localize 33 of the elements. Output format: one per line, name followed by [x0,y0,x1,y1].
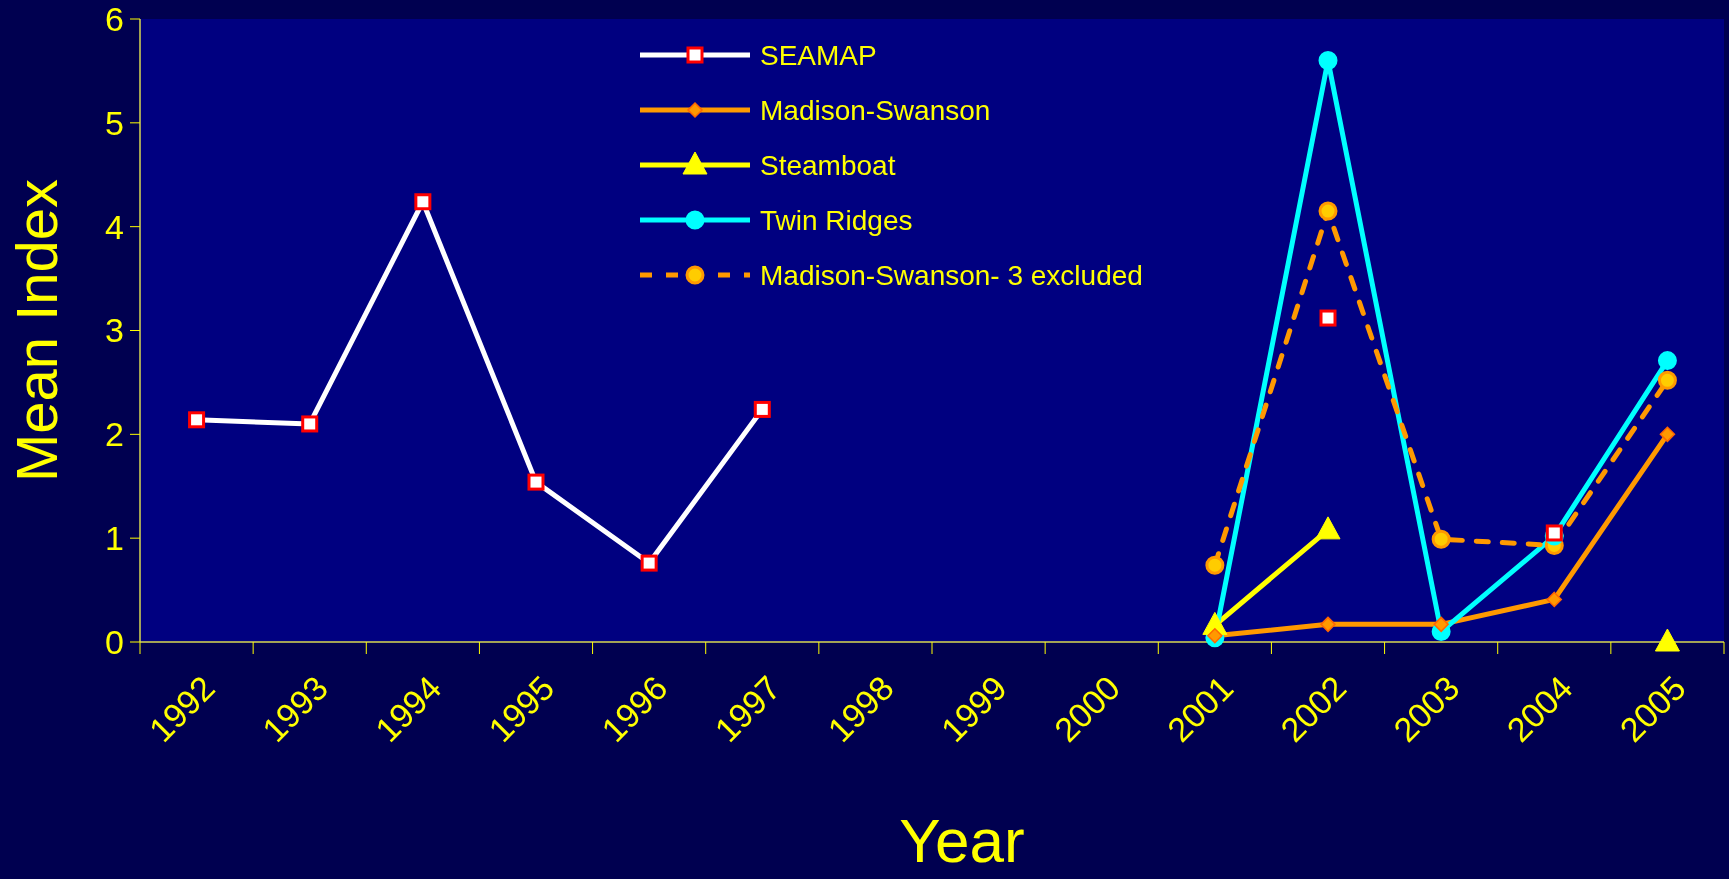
legend-label: Madison-Swanson- 3 excluded [760,259,1143,291]
point [1659,426,1676,443]
point [1205,555,1225,575]
y-tick-label: 5 [105,103,124,142]
point [1315,516,1341,540]
point [414,193,432,211]
point [188,411,206,429]
point [753,400,771,418]
y-tick-label: 2 [105,415,124,454]
point [1657,351,1677,371]
y-tick-label: 4 [105,207,124,246]
legend-label: Madison-Swanson [760,94,991,126]
point [1431,529,1451,549]
y-tick-label: 6 [105,0,124,38]
y-tick-label: 3 [105,311,124,350]
y-axis-title: Mean Index [4,178,69,483]
x-axis-title: Year [899,806,1025,875]
point [640,554,658,572]
point [1318,51,1338,71]
point [1546,591,1563,608]
point [301,415,319,433]
legend-label: Steamboat [760,149,896,181]
point [1318,201,1338,221]
point [1319,309,1337,327]
legend-label: Twin Ridges [760,204,913,236]
point [1657,370,1677,390]
point [1654,628,1680,652]
point [1320,616,1336,633]
point [1433,616,1449,633]
legend-label: SEAMAP [760,39,877,71]
y-tick-label: 0 [105,622,124,661]
point [527,473,545,491]
y-tick-label: 1 [105,519,124,558]
